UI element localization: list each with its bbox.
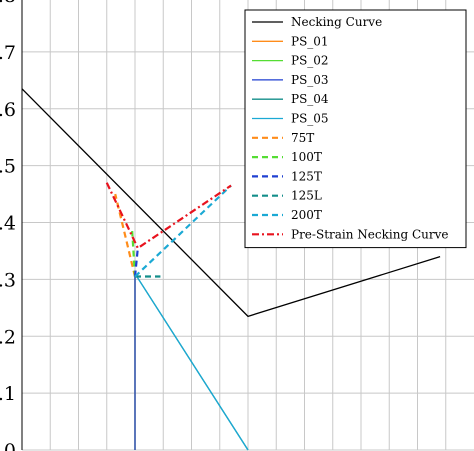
legend-label-0: Necking Curve [291,15,382,29]
y-tick-label-8: 0 [4,440,16,451]
legend-label-6: 75T [291,131,314,145]
series-line-75t [114,193,137,277]
y-tick-label-2: .6 [0,99,16,121]
series-line-200t [134,184,232,278]
legend-label-5: PS_05 [291,112,329,126]
y-tick-label-7: .1 [0,383,16,405]
y-tick-label-5: .3 [0,269,16,291]
legend-label-9: 125L [291,189,322,203]
legend-box [244,9,467,249]
legend-label-11: Pre-Strain Necking Curve [291,227,448,241]
series-lines [21,88,441,451]
legend-label-10: 200T [291,208,322,222]
y-tick-label-1: .7 [0,42,16,64]
series-line-ps-05 [134,273,249,451]
series-line-125t [133,247,139,277]
legend-label-3: PS_03 [291,73,329,87]
legend-label-7: 100T [291,150,322,164]
legend-label-4: PS_04 [291,92,329,106]
legend: Necking Curve PS_01 PS_02 PS_03 PS_04 PS_05 75… [244,9,467,249]
legend-label-8: 125T [291,169,322,183]
series-line-necking-curve [21,88,441,318]
y-tick-label-6: .2 [0,326,16,348]
y-tick-label-0: .8 [0,0,16,7]
legend-label-2: PS_02 [291,54,329,68]
legend-label-1: PS_01 [291,34,329,48]
y-tick-label-3: .5 [0,156,16,178]
series-line-100t [131,230,137,277]
y-tick-label-4: .4 [0,213,16,235]
y-axis-ticks: .8 .7 .6 .5 .4 .3 .2 .1 0 [0,0,16,451]
